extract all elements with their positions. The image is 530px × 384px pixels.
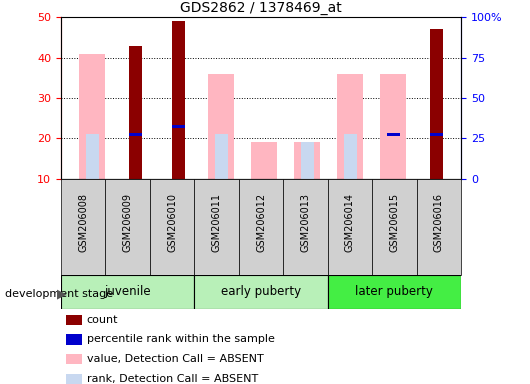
Text: percentile rank within the sample: percentile rank within the sample — [86, 334, 275, 344]
Text: GSM206014: GSM206014 — [345, 193, 355, 252]
FancyBboxPatch shape — [372, 179, 417, 275]
Text: GSM206010: GSM206010 — [167, 193, 177, 252]
FancyBboxPatch shape — [105, 179, 150, 275]
FancyBboxPatch shape — [239, 179, 283, 275]
Bar — [208, 74, 234, 179]
Text: GSM206012: GSM206012 — [256, 193, 266, 252]
Bar — [129, 132, 142, 136]
Text: count: count — [86, 315, 118, 325]
Bar — [338, 74, 363, 179]
Bar — [344, 134, 357, 179]
Bar — [79, 54, 105, 179]
Bar — [294, 142, 320, 179]
Bar — [129, 46, 142, 179]
Text: GSM206009: GSM206009 — [122, 193, 132, 252]
FancyBboxPatch shape — [195, 179, 239, 275]
FancyBboxPatch shape — [417, 179, 461, 275]
Text: later puberty: later puberty — [356, 285, 434, 298]
FancyBboxPatch shape — [195, 275, 328, 309]
Text: juvenile: juvenile — [104, 285, 151, 298]
Bar — [301, 142, 314, 179]
Text: GSM206016: GSM206016 — [434, 193, 444, 252]
Bar — [66, 334, 82, 344]
Title: GDS2862 / 1378469_at: GDS2862 / 1378469_at — [180, 1, 342, 15]
Bar — [430, 132, 443, 136]
Bar — [66, 315, 82, 325]
Bar — [381, 74, 407, 179]
FancyBboxPatch shape — [283, 179, 328, 275]
Text: GSM206015: GSM206015 — [390, 193, 400, 252]
Text: GSM206013: GSM206013 — [301, 193, 311, 252]
Text: early puberty: early puberty — [221, 285, 301, 298]
Bar — [430, 134, 443, 179]
Bar — [251, 142, 277, 179]
Bar — [66, 354, 82, 364]
Bar — [430, 30, 443, 179]
Text: GSM206011: GSM206011 — [211, 193, 222, 252]
Bar — [215, 134, 228, 179]
FancyBboxPatch shape — [328, 275, 461, 309]
Text: development stage: development stage — [5, 289, 113, 299]
Bar — [66, 374, 82, 384]
Bar — [172, 22, 184, 179]
Bar — [172, 124, 184, 128]
Text: GSM206008: GSM206008 — [78, 193, 88, 252]
Text: value, Detection Call = ABSENT: value, Detection Call = ABSENT — [86, 354, 263, 364]
Text: ▶: ▶ — [57, 287, 67, 300]
FancyBboxPatch shape — [328, 179, 372, 275]
Text: rank, Detection Call = ABSENT: rank, Detection Call = ABSENT — [86, 374, 258, 384]
FancyBboxPatch shape — [61, 179, 105, 275]
Bar — [387, 132, 400, 136]
Bar — [86, 134, 99, 179]
FancyBboxPatch shape — [150, 179, 195, 275]
FancyBboxPatch shape — [61, 275, 195, 309]
